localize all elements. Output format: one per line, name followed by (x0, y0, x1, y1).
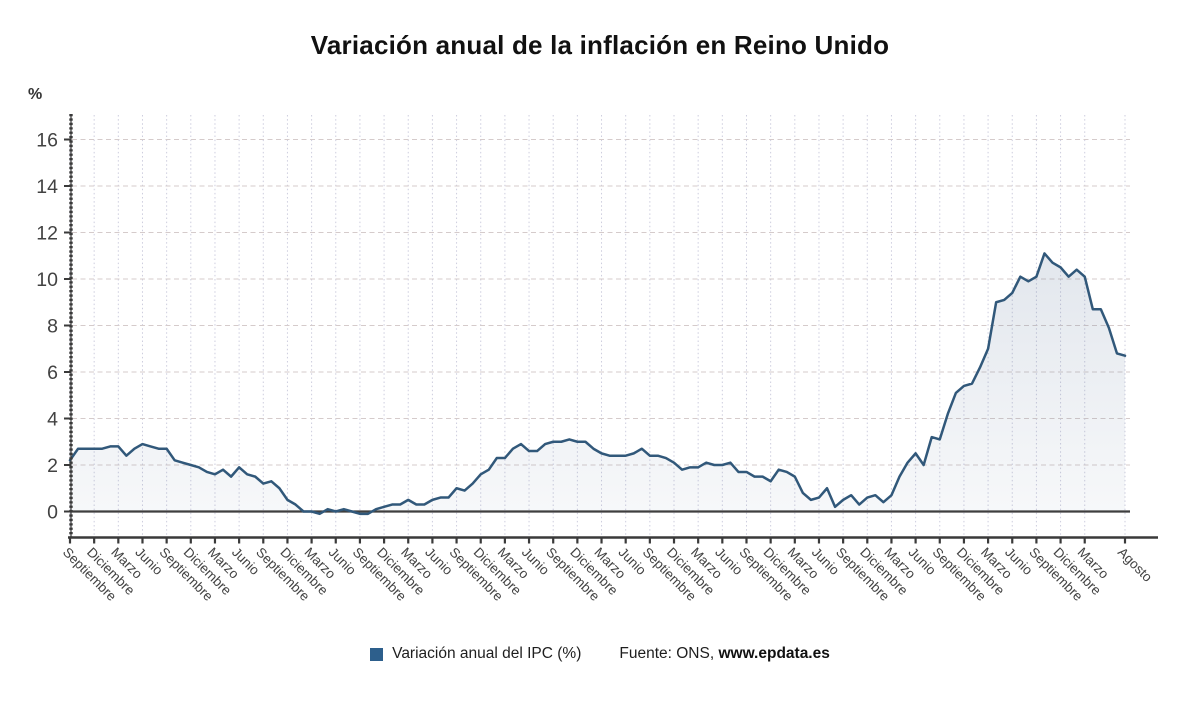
source-link[interactable]: www.epdata.es (718, 645, 830, 662)
svg-text:14: 14 (36, 176, 58, 198)
chart-legend: Variación anual del IPC (%) Fuente: ONS,… (0, 645, 1200, 663)
series-label: Variación anual del IPC (%) (392, 645, 582, 662)
series-swatch-icon (370, 647, 384, 661)
svg-text:Agosto: Agosto (1115, 545, 1155, 585)
ipc-series-line (68, 252, 1127, 516)
svg-text:12: 12 (36, 223, 58, 245)
source-note: Fuente: ONS, www.epdata.es (619, 645, 829, 663)
y-axis-unit-label: % (28, 86, 43, 103)
svg-text:6: 6 (47, 362, 58, 384)
svg-text:4: 4 (47, 409, 58, 431)
svg-text:0: 0 (47, 502, 58, 524)
svg-text:2: 2 (47, 455, 58, 477)
chart-title: Variación anual de la inflación en Reino… (310, 30, 890, 60)
legend-item-ipc: Variación anual del IPC (%) (370, 645, 581, 663)
svg-text:8: 8 (47, 316, 58, 338)
svg-text:10: 10 (36, 269, 58, 291)
source-prefix: Fuente: ONS, (619, 645, 719, 662)
svg-text:16: 16 (36, 130, 58, 152)
